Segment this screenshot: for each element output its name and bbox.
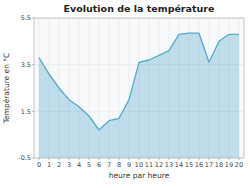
x-tick-label: 2 <box>57 161 61 169</box>
x-tick-label: 15 <box>185 161 193 169</box>
x-tick-label: 7 <box>107 161 111 169</box>
x-tick-label: 1 <box>47 161 51 169</box>
x-tick-label: 19 <box>225 161 233 169</box>
x-tick-label: 10 <box>135 161 143 169</box>
x-tick-labels: 01234567891011121314151617181920 <box>37 158 243 169</box>
x-tick-label: 6 <box>97 161 101 169</box>
chart: 01234567891011121314151617181920-0.51.53… <box>0 0 250 188</box>
x-tick-label: 17 <box>205 161 213 169</box>
area-line <box>39 33 239 130</box>
x-tick-label: 16 <box>195 161 203 169</box>
x-tick-label: 18 <box>215 161 223 169</box>
x-tick-label: 12 <box>155 161 163 169</box>
y-tick-labels: -0.5 1.5 3.5 5.5 <box>18 14 34 162</box>
x-tick-label: 9 <box>127 161 131 169</box>
plot-background <box>34 18 244 158</box>
y-tick-label: 1.5 <box>21 108 31 116</box>
y-tick-label: -0.5 <box>18 154 31 162</box>
x-axis-label: heure par heure <box>109 171 170 180</box>
data-layer <box>39 33 239 158</box>
x-tick-label: 11 <box>145 161 153 169</box>
x-tick-label: 8 <box>117 161 121 169</box>
plot-frame <box>34 18 244 158</box>
x-tick-label: 4 <box>77 161 81 169</box>
y-tick-label: 3.5 <box>21 61 31 69</box>
title: Evolution de la température <box>64 3 215 14</box>
x-tick-label: 14 <box>175 161 183 169</box>
y-axis-label: Température en °C <box>2 53 11 125</box>
x-tick-label: 5 <box>87 161 91 169</box>
x-tick-label: 0 <box>37 161 41 169</box>
y-tick-label: 5.5 <box>21 14 31 22</box>
grid <box>34 18 244 158</box>
chart-container: 01234567891011121314151617181920-0.51.53… <box>0 0 250 188</box>
area-fill <box>39 33 239 158</box>
x-tick-label: 13 <box>165 161 173 169</box>
x-tick-label: 3 <box>67 161 71 169</box>
x-tick-label: 20 <box>235 161 243 169</box>
